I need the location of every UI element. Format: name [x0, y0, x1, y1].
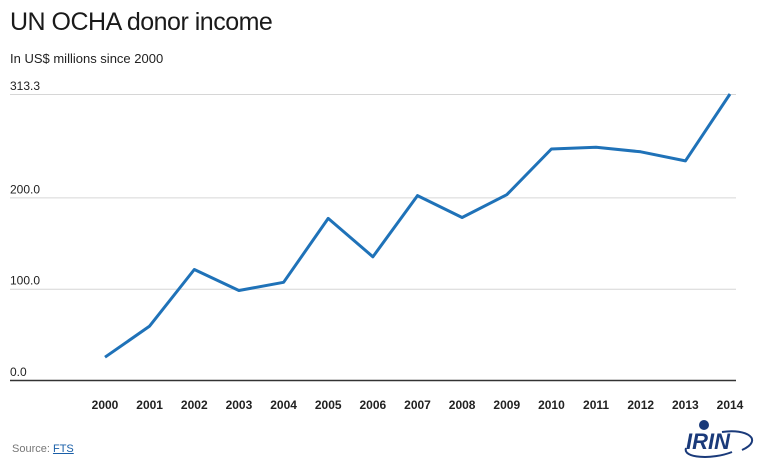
x-tick-label: 2005 — [315, 398, 342, 412]
x-tick-label: 2014 — [717, 398, 744, 412]
y-tick-label: 313.3 — [10, 79, 40, 93]
x-tick-label: 2010 — [538, 398, 565, 412]
x-tick-label: 2003 — [226, 398, 253, 412]
gridlines — [10, 94, 736, 382]
x-tick-label: 2013 — [672, 398, 699, 412]
x-tick-label: 2000 — [92, 398, 119, 412]
x-tick-label: 2012 — [627, 398, 654, 412]
x-tick-label: 2007 — [404, 398, 431, 412]
x-tick-label: 2002 — [181, 398, 208, 412]
x-tick-label: 2004 — [270, 398, 297, 412]
source-label: Source: — [12, 443, 53, 455]
y-tick-label: 100.0 — [10, 274, 40, 288]
logo-text: IRIN — [686, 429, 731, 454]
series-line — [104, 93, 732, 359]
x-tick-label: 2006 — [360, 398, 387, 412]
source-link[interactable]: FTS — [52, 443, 74, 455]
irin-logo: IRIN — [684, 420, 754, 458]
x-tick-label: 2001 — [136, 398, 163, 412]
y-tick-label: 0.0 — [10, 365, 27, 379]
source-note: Source: FTS — [12, 443, 74, 455]
x-tick-label: 2009 — [493, 398, 520, 412]
chart-subtitle: In US$ millions since 2000 — [10, 51, 164, 66]
x-tick-label: 2011 — [583, 398, 609, 412]
y-tick-label: 200.0 — [10, 182, 40, 196]
y-axis-ticks: 313.3 200.0 100.0 0.0 — [10, 79, 40, 379]
chart-title: UN OCHA donor income — [10, 8, 273, 36]
x-tick-label: 2008 — [449, 398, 476, 412]
x-axis-ticks: 2000 2001 2002 2003 2004 2005 2006 2007 2008 2009… — [92, 398, 744, 412]
